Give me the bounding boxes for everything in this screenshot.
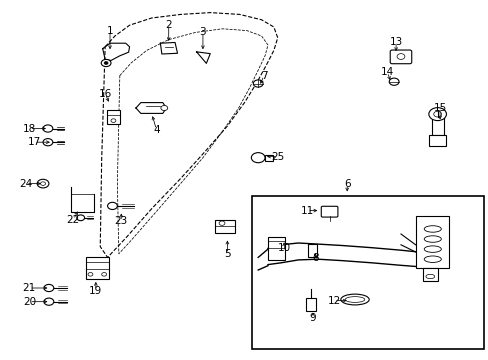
Bar bbox=[85, 257, 109, 279]
Bar bbox=[215, 220, 234, 233]
Text: 14: 14 bbox=[380, 67, 393, 77]
Bar bbox=[415, 216, 448, 268]
Text: 15: 15 bbox=[432, 103, 446, 113]
Ellipse shape bbox=[423, 256, 440, 262]
Ellipse shape bbox=[340, 294, 368, 305]
Text: 3: 3 bbox=[199, 27, 206, 37]
Bar bbox=[251, 196, 483, 349]
Circle shape bbox=[43, 139, 53, 146]
Text: 9: 9 bbox=[309, 312, 316, 323]
Bar bbox=[431, 118, 443, 135]
Circle shape bbox=[88, 273, 93, 276]
Text: 16: 16 bbox=[98, 89, 112, 99]
Bar bbox=[106, 110, 120, 124]
Text: 10: 10 bbox=[277, 243, 290, 253]
Circle shape bbox=[104, 62, 108, 64]
Bar bbox=[307, 244, 316, 257]
Bar bbox=[264, 155, 272, 161]
Text: 4: 4 bbox=[153, 125, 160, 135]
Circle shape bbox=[102, 273, 106, 276]
Text: 7: 7 bbox=[260, 71, 267, 81]
Text: 6: 6 bbox=[343, 179, 350, 189]
Text: 13: 13 bbox=[388, 37, 402, 48]
Circle shape bbox=[37, 179, 49, 188]
FancyBboxPatch shape bbox=[389, 50, 411, 64]
Text: 1: 1 bbox=[106, 26, 113, 36]
Bar bbox=[305, 298, 315, 311]
Circle shape bbox=[388, 78, 398, 85]
Circle shape bbox=[396, 54, 404, 59]
Text: 19: 19 bbox=[89, 285, 102, 296]
Text: 24: 24 bbox=[19, 179, 33, 189]
Text: 12: 12 bbox=[326, 296, 340, 306]
FancyBboxPatch shape bbox=[321, 206, 337, 217]
Text: 22: 22 bbox=[66, 215, 80, 225]
Text: 8: 8 bbox=[311, 253, 318, 264]
Bar bbox=[422, 268, 437, 281]
Text: 23: 23 bbox=[114, 216, 128, 226]
Circle shape bbox=[44, 298, 54, 305]
Text: 21: 21 bbox=[22, 283, 36, 293]
Circle shape bbox=[77, 215, 84, 221]
Text: 2: 2 bbox=[165, 20, 172, 30]
Text: 5: 5 bbox=[224, 249, 230, 259]
Ellipse shape bbox=[423, 236, 440, 242]
Circle shape bbox=[161, 105, 167, 111]
Ellipse shape bbox=[423, 246, 440, 252]
Ellipse shape bbox=[423, 226, 440, 232]
Text: 20: 20 bbox=[23, 297, 36, 307]
Circle shape bbox=[219, 221, 224, 225]
Ellipse shape bbox=[425, 274, 434, 279]
Text: 18: 18 bbox=[22, 123, 36, 134]
Circle shape bbox=[253, 80, 263, 87]
Circle shape bbox=[428, 108, 446, 121]
Text: 25: 25 bbox=[270, 152, 284, 162]
Bar bbox=[428, 135, 446, 146]
Text: 17: 17 bbox=[27, 137, 41, 147]
Circle shape bbox=[107, 202, 117, 210]
Circle shape bbox=[41, 182, 45, 185]
Circle shape bbox=[251, 153, 264, 163]
Circle shape bbox=[44, 284, 54, 292]
Ellipse shape bbox=[345, 297, 364, 302]
Circle shape bbox=[101, 59, 111, 67]
Text: 11: 11 bbox=[300, 206, 313, 216]
Bar bbox=[267, 237, 285, 260]
Circle shape bbox=[43, 125, 53, 132]
Circle shape bbox=[111, 119, 116, 122]
Circle shape bbox=[433, 111, 441, 117]
